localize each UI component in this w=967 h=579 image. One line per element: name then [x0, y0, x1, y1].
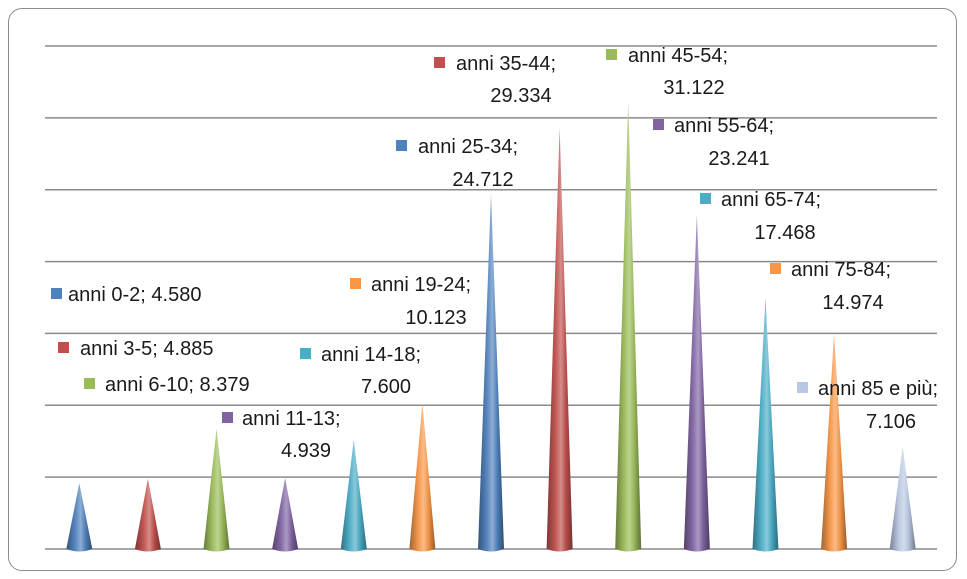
legend-key-marker: [797, 382, 808, 393]
bar-cone: [752, 297, 779, 552]
data-label-value: 7.600: [361, 376, 411, 398]
bar-cone: [889, 446, 916, 552]
data-label: anni 6-10; 8.379: [84, 374, 250, 396]
data-label-text: anni 0-2; 4.580: [68, 284, 201, 306]
bar-cone: [615, 101, 642, 552]
data-label: anni 45-54; 31.122: [606, 45, 728, 99]
bar-cone: [134, 478, 161, 552]
data-label: anni 3-5; 4.885: [58, 338, 213, 360]
bar-cone: [203, 428, 230, 552]
data-label-text: anni 11-13;: [242, 408, 341, 430]
bar-cone: [409, 403, 436, 552]
bar-cone: [478, 193, 504, 552]
cone-body: [615, 101, 642, 552]
data-label: anni 65-74; 17.468: [700, 189, 821, 244]
legend-key-marker: [51, 288, 62, 299]
legend-key-marker: [350, 278, 361, 289]
data-label-text: anni 75-84;: [791, 259, 891, 281]
data-labels: anni 0-2; 4.580 anni 3-5; 4.885 anni 6-10;…: [51, 45, 938, 462]
data-label-value: 10.123: [405, 307, 466, 329]
data-label-text: anni 3-5; 4.885: [80, 338, 213, 360]
cone-body: [889, 446, 916, 552]
data-label: anni 75-84; 14.974: [770, 259, 891, 314]
bars: [66, 101, 916, 552]
data-label-text: anni 45-54;: [628, 45, 728, 67]
data-label-text: anni 35-44;: [456, 53, 556, 75]
bar-cone: [272, 478, 299, 552]
legend-key-marker: [700, 193, 711, 204]
data-label-value: 31.122: [663, 77, 724, 99]
legend-key-marker: [58, 342, 69, 353]
bar-cone: [821, 333, 848, 552]
data-label-value: 29.334: [490, 85, 551, 107]
cone-body: [478, 193, 504, 552]
data-label: anni 11-13; 4.939: [222, 408, 341, 462]
legend-key-marker: [434, 57, 445, 68]
data-label: anni 25-34; 24.712: [396, 136, 518, 191]
data-label: anni 35-44; 29.334: [434, 53, 556, 107]
cone-body: [66, 483, 93, 552]
cone-body: [203, 428, 230, 552]
data-label-text: anni 19-24;: [371, 274, 471, 296]
data-label-value: 17.468: [754, 222, 815, 244]
cone-body: [340, 439, 367, 552]
legend-key-marker: [300, 348, 311, 359]
data-label-value: 23.241: [708, 148, 769, 170]
cone-body: [546, 127, 573, 552]
legend-key-marker: [653, 119, 664, 130]
data-label-value: 4.939: [281, 440, 331, 462]
data-label-text: anni 85 e più;: [818, 378, 938, 400]
cone-body: [821, 333, 848, 552]
cone-body: [134, 478, 161, 552]
cone-body: [272, 478, 299, 552]
data-label-text: anni 25-34;: [418, 136, 518, 158]
bar-cone: [66, 483, 93, 552]
legend-key-marker: [606, 49, 617, 60]
cone-body: [683, 214, 710, 552]
data-label: anni 0-2; 4.580: [51, 284, 201, 306]
data-label: anni 55-64; 23.241: [653, 115, 774, 170]
bar-cone: [340, 439, 367, 552]
data-label-value: 7.106: [866, 411, 916, 433]
data-label-text: anni 6-10; 8.379: [105, 374, 250, 396]
data-label: anni 19-24; 10.123: [350, 274, 471, 329]
data-label-text: anni 14-18;: [321, 344, 421, 366]
bar-cone: [546, 127, 573, 552]
legend-key-marker: [84, 378, 95, 389]
bar-cone: [683, 214, 710, 552]
data-label-value: 24.712: [452, 169, 513, 191]
legend-key-marker: [222, 412, 233, 423]
legend-key-marker: [396, 140, 407, 151]
data-label-text: anni 65-74;: [721, 189, 821, 211]
data-label: anni 14-18; 7.600: [300, 344, 421, 398]
data-label-value: 14.974: [822, 292, 883, 314]
cone-body: [409, 403, 436, 552]
data-label-text: anni 55-64;: [674, 115, 774, 137]
cone-body: [752, 297, 779, 552]
legend-key-marker: [770, 263, 781, 274]
data-label: anni 85 e più; 7.106: [797, 378, 938, 433]
